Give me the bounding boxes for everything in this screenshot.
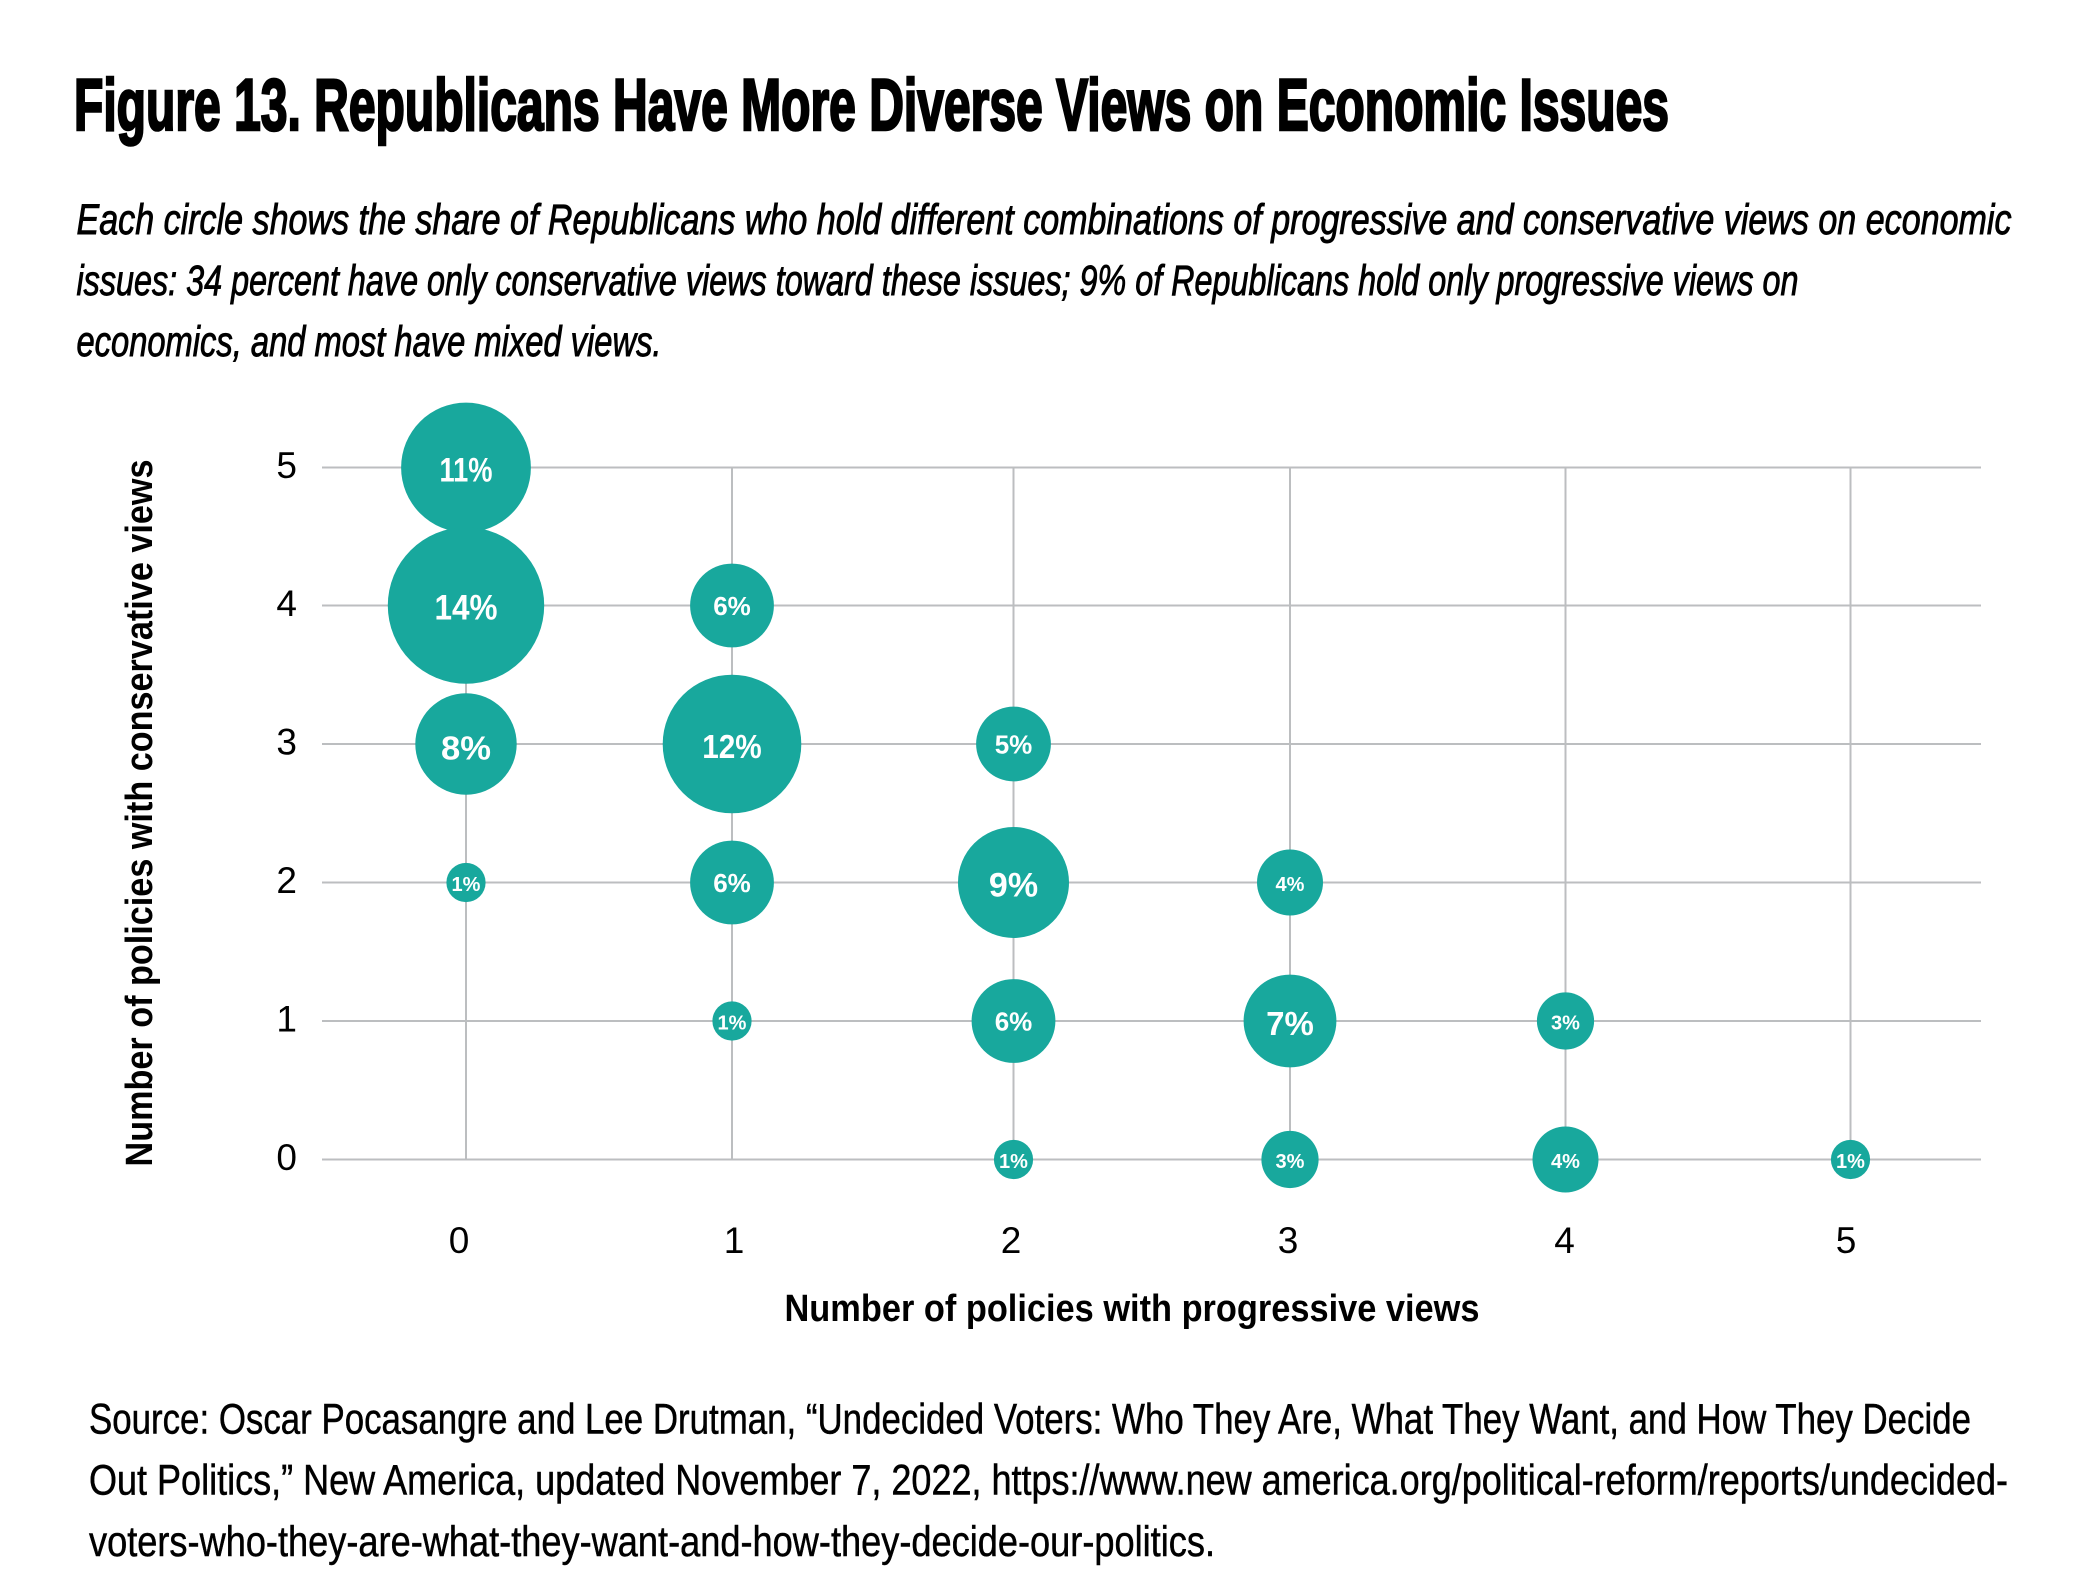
svg-text:economics, and most have mixed: economics, and most have mixed views. — [77, 318, 662, 366]
svg-text:14%: 14% — [435, 589, 498, 628]
svg-text:voters-who-they-are-what-they-: voters-who-they-are-what-they-want-and-h… — [89, 1518, 1215, 1566]
svg-text:1%: 1% — [718, 1013, 747, 1035]
svg-text:4%: 4% — [1276, 874, 1305, 896]
svg-text:5%: 5% — [995, 730, 1033, 760]
svg-text:Each circle shows the share of: Each circle shows the share of Republica… — [77, 196, 2012, 244]
svg-text:5: 5 — [276, 445, 297, 486]
svg-text:Number of policies with progre: Number of policies with progressive view… — [785, 1288, 1480, 1330]
svg-text:1%: 1% — [1836, 1151, 1865, 1173]
svg-text:9%: 9% — [989, 867, 1038, 905]
svg-text:Source: Oscar Pocasangre and L: Source: Oscar Pocasangre and Lee Drutman… — [89, 1395, 1971, 1443]
svg-text:Figure 13. Republicans Have Mo: Figure 13. Republicans Have More Diverse… — [74, 65, 1669, 146]
svg-text:2: 2 — [276, 860, 297, 901]
svg-text:4: 4 — [1554, 1220, 1575, 1261]
svg-text:4: 4 — [276, 583, 297, 624]
svg-text:6%: 6% — [995, 1007, 1033, 1037]
svg-text:3: 3 — [1278, 1220, 1299, 1261]
svg-text:7%: 7% — [1266, 1005, 1314, 1042]
svg-text:6%: 6% — [713, 868, 751, 898]
svg-text:Number of policies with conser: Number of policies with conservative vie… — [119, 460, 161, 1167]
svg-text:11%: 11% — [440, 452, 493, 490]
svg-text:2: 2 — [1001, 1220, 1022, 1261]
svg-text:1%: 1% — [999, 1151, 1028, 1173]
svg-text:0: 0 — [276, 1137, 297, 1178]
svg-text:4%: 4% — [1551, 1151, 1580, 1173]
svg-text:8%: 8% — [441, 730, 491, 767]
svg-text:1: 1 — [276, 999, 297, 1040]
svg-text:5: 5 — [1836, 1220, 1857, 1261]
svg-text:Out Politics,” New America, up: Out Politics,” New America, updated Nove… — [89, 1457, 2008, 1505]
svg-text:1: 1 — [724, 1220, 745, 1261]
svg-text:6%: 6% — [713, 591, 751, 621]
svg-text:issues: 34 percent have only c: issues: 34 percent have only conservativ… — [77, 257, 1799, 305]
svg-text:0: 0 — [449, 1220, 470, 1261]
svg-text:3%: 3% — [1276, 1151, 1305, 1173]
svg-text:3: 3 — [276, 722, 297, 763]
svg-text:12%: 12% — [702, 728, 762, 765]
svg-text:1%: 1% — [452, 874, 481, 896]
svg-text:3%: 3% — [1551, 1013, 1580, 1035]
